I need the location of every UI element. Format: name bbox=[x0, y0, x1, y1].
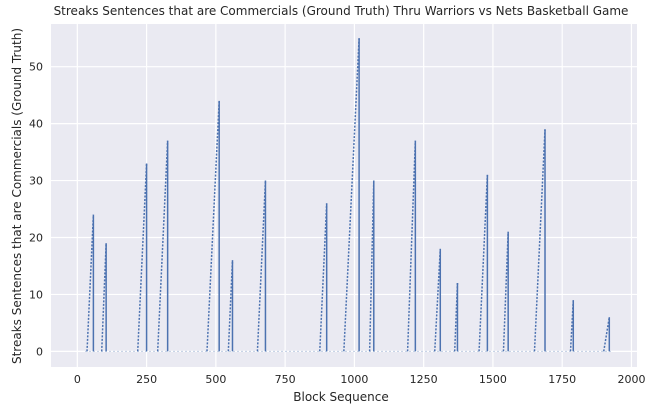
streak-ramp bbox=[406, 140, 417, 352]
x-tick-label: 0 bbox=[74, 373, 81, 386]
streak-ramp bbox=[368, 180, 375, 352]
chart-title: Streaks Sentences that are Commercials (… bbox=[54, 4, 629, 18]
y-tick-label: 10 bbox=[29, 288, 43, 301]
x-tick-label: 750 bbox=[275, 373, 296, 386]
x-ticks: 0 250 500 750 1000 1250 1500 1750 2000 bbox=[74, 373, 646, 386]
x-tick-label: 1500 bbox=[479, 373, 507, 386]
streak-ramp bbox=[433, 248, 442, 352]
x-tick-label: 2000 bbox=[617, 373, 645, 386]
y-axis-label: Streaks Sentences that are Commercials (… bbox=[10, 28, 24, 364]
streak-ramp bbox=[478, 174, 489, 352]
y-tick-label: 40 bbox=[29, 118, 43, 131]
y-tick-label: 30 bbox=[29, 175, 43, 188]
plot-area bbox=[51, 24, 637, 367]
streak-ramp bbox=[100, 243, 107, 352]
series bbox=[85, 38, 612, 352]
x-axis-label: Block Sequence bbox=[293, 390, 388, 404]
streak-ramp bbox=[603, 317, 611, 352]
y-ticks: 0 10 20 30 40 50 bbox=[29, 61, 43, 359]
y-tick-label: 20 bbox=[29, 231, 43, 244]
x-tick-label: 500 bbox=[205, 373, 226, 386]
x-tick-label: 250 bbox=[136, 373, 157, 386]
streak-ramp bbox=[256, 180, 267, 352]
x-tick-label: 1250 bbox=[410, 373, 438, 386]
streak-ramp bbox=[86, 214, 95, 352]
x-tick-label: 1000 bbox=[340, 373, 368, 386]
streak-ramp bbox=[156, 140, 169, 352]
x-tick-label: 1750 bbox=[548, 373, 576, 386]
streak-ramp bbox=[319, 203, 328, 352]
y-tick-label: 0 bbox=[36, 345, 43, 358]
streak-ramp bbox=[227, 260, 234, 352]
streak-ramp bbox=[502, 231, 509, 352]
y-tick-label: 50 bbox=[29, 61, 43, 74]
